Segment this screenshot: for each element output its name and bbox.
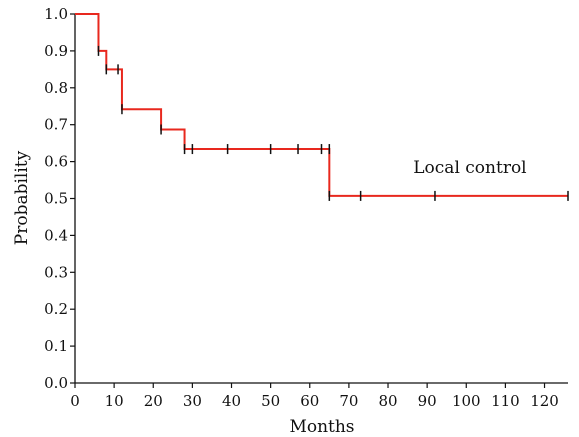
y-tick-label: 1.0 xyxy=(44,5,68,23)
x-tick-label: 70 xyxy=(339,392,358,410)
y-tick-label: 0.9 xyxy=(44,42,68,60)
y-tick-label: 0.1 xyxy=(44,337,68,355)
x-tick-label: 100 xyxy=(452,392,481,410)
x-tick-label: 0 xyxy=(70,392,80,410)
y-axis-title: Probability xyxy=(12,150,32,245)
y-tick-label: 0.8 xyxy=(44,79,68,97)
censor-marks xyxy=(97,45,569,201)
series-annotation-label: Local control xyxy=(413,158,526,178)
x-tick-label: 20 xyxy=(144,392,163,410)
y-tick-label: 0.5 xyxy=(44,190,68,208)
y-tick-label: 0.0 xyxy=(44,374,68,392)
tick-marks xyxy=(70,13,546,388)
y-tick-label: 0.3 xyxy=(44,263,68,281)
y-tick-label: 0.7 xyxy=(44,116,68,134)
tick-labels: 0 10 20 30 40 50 60 70 80 90 100 110 120 0.0 0.1 0.2 0.3… xyxy=(44,5,559,410)
x-axis-title: Months xyxy=(289,417,354,437)
y-tick-label: 0.4 xyxy=(44,226,68,244)
x-tick-label: 90 xyxy=(418,392,437,410)
x-tick-label: 60 xyxy=(300,392,319,410)
y-tick-label: 0.6 xyxy=(44,153,68,171)
x-tick-label: 10 xyxy=(105,392,124,410)
series-layer xyxy=(75,13,568,197)
x-tick-label: 30 xyxy=(183,392,202,410)
x-tick-label: 110 xyxy=(491,392,520,410)
survival-curve xyxy=(75,13,568,197)
y-tick-label: 0.2 xyxy=(44,300,68,318)
axes xyxy=(74,14,568,384)
x-tick-label: 40 xyxy=(222,392,241,410)
x-tick-label: 50 xyxy=(261,392,280,410)
x-tick-label: 120 xyxy=(530,392,559,410)
x-tick-label: 80 xyxy=(378,392,397,410)
